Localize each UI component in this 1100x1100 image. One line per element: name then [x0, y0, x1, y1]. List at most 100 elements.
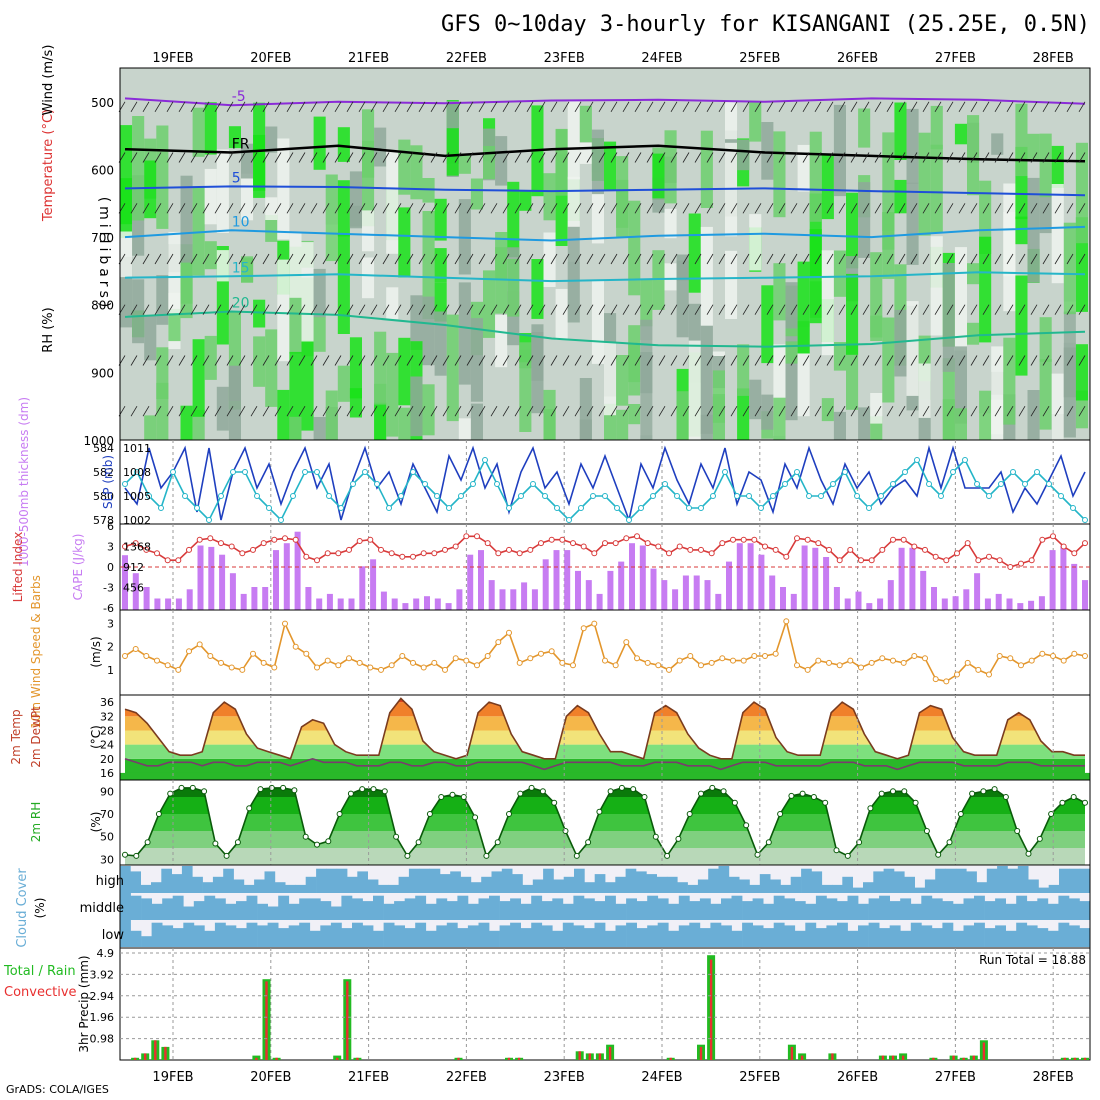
wind-barb — [502, 253, 510, 265]
wind-barb — [166, 152, 174, 163]
cloud-cell — [647, 895, 659, 920]
series-point — [1082, 653, 1088, 659]
cloud-cell — [347, 876, 358, 893]
series-point — [292, 643, 299, 650]
cape-bar — [596, 593, 603, 610]
cloud-cell — [584, 882, 596, 893]
date-label-top: 23FEB — [544, 51, 585, 66]
wind-barb — [634, 152, 642, 163]
tick-label: 16 — [100, 767, 114, 780]
cloud-cell — [520, 928, 532, 947]
wind-barb — [586, 253, 594, 265]
wind-barb — [1042, 101, 1050, 113]
series-point — [794, 469, 800, 475]
wind-barb — [1006, 304, 1014, 315]
wind-barb — [802, 405, 810, 417]
cloud-cell — [162, 898, 174, 920]
wind-barb — [202, 253, 210, 265]
series-point — [730, 536, 736, 543]
wind-barb — [406, 405, 414, 417]
series-point — [538, 650, 544, 657]
series-point — [484, 653, 491, 659]
wind-barb — [610, 355, 618, 366]
rh-cell — [277, 389, 290, 440]
series-point — [336, 811, 343, 817]
series-point — [719, 655, 726, 662]
wind-barb — [970, 304, 978, 315]
wind-barb — [910, 101, 918, 113]
rh-cell — [458, 153, 471, 174]
cloud-cell — [1007, 868, 1019, 893]
series-point — [472, 814, 479, 821]
wind-barb — [298, 152, 306, 163]
series-point — [230, 469, 236, 475]
cloud-cell — [140, 884, 152, 893]
rh-cell — [797, 261, 810, 354]
convective-bar — [891, 1055, 895, 1060]
wind-barb — [886, 405, 894, 417]
series-line — [124, 444, 1086, 523]
profile-ylabel: (millibars) — [96, 197, 112, 312]
rh-cell — [942, 263, 955, 372]
wind-barb — [454, 355, 462, 366]
wind-barb — [226, 304, 234, 315]
wind-barb — [406, 253, 414, 265]
series-point — [612, 540, 619, 547]
cloud-cell — [352, 922, 363, 947]
cloud-ylabel: (%) — [33, 898, 47, 919]
series-point — [799, 790, 806, 797]
wind-barb — [586, 405, 594, 417]
series-point — [641, 794, 648, 800]
wind-barb — [382, 101, 390, 113]
cloud-cell — [646, 874, 657, 893]
cloud-cell — [708, 868, 719, 893]
wind-barb — [310, 152, 318, 163]
wind-barb — [358, 253, 366, 265]
cloud-cell — [367, 879, 379, 893]
wind-barb — [1018, 101, 1026, 113]
series-point — [1058, 493, 1064, 499]
rh-cell — [882, 317, 895, 403]
wind-barb — [550, 152, 558, 163]
wind-barb — [406, 101, 414, 113]
series-point — [134, 469, 140, 475]
rh-cell — [313, 316, 326, 352]
series-point — [1034, 469, 1040, 475]
wind-barb — [1006, 203, 1014, 214]
cape-bar — [769, 575, 776, 610]
wind-barb — [262, 304, 270, 315]
wind-barb — [226, 253, 234, 265]
wind-barb — [886, 101, 894, 113]
wind-barb — [814, 304, 822, 315]
wind-barb — [1042, 152, 1050, 163]
cloud-cell — [721, 925, 732, 947]
wind-barb — [958, 203, 966, 214]
cloud-cell — [295, 884, 307, 893]
cloud-cell — [470, 882, 482, 893]
cape-bar — [316, 598, 323, 610]
convective-bar — [800, 1055, 804, 1060]
series-point — [590, 493, 596, 499]
tick-label: 4.9 — [97, 947, 115, 960]
wind-barb — [358, 152, 366, 163]
wind-barb — [574, 203, 582, 214]
rh-band — [125, 831, 1085, 848]
rh-cell — [495, 136, 508, 186]
series-point — [223, 852, 230, 859]
tick-label: 1005 — [123, 490, 151, 503]
wind-barb — [994, 304, 1002, 315]
cloud-cell — [699, 898, 711, 920]
series-point — [1050, 653, 1056, 659]
rh-cell — [967, 115, 980, 196]
wind-barb — [466, 152, 474, 163]
rh-cell — [555, 288, 568, 340]
rh-cell — [785, 341, 798, 364]
cloud-cell — [636, 928, 648, 947]
wind-barb — [694, 355, 702, 366]
rh-cell — [253, 102, 266, 191]
series-point — [746, 493, 752, 499]
rh-cell — [1075, 142, 1088, 244]
cloud-cell — [481, 876, 492, 893]
wind-barb — [334, 152, 342, 163]
